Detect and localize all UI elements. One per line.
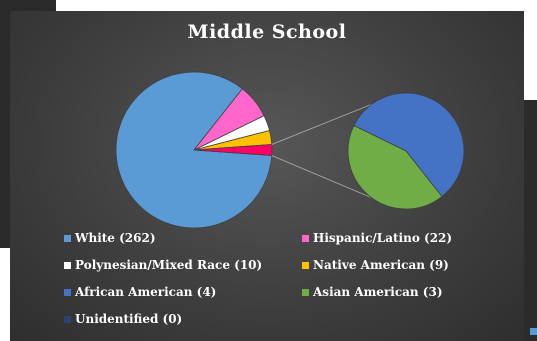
legend-item-asian-american: Asian American (3) — [302, 285, 443, 299]
legend-label: Polynesian/Mixed Race (10) — [75, 258, 263, 272]
legend-label: Asian American (3) — [313, 285, 443, 299]
pie-chart-plot — [115, 71, 465, 229]
legend-item-native-american: Native American (9) — [302, 258, 449, 272]
connector-line-bottom — [271, 155, 373, 199]
legend-label: African American (4) — [75, 285, 217, 299]
legend-item-unidentified: Unidentified (0) — [64, 312, 182, 326]
legend-swatch — [64, 234, 71, 242]
legend-label: White (262) — [75, 231, 156, 245]
legend-swatch — [302, 288, 309, 296]
legend-swatch — [302, 234, 309, 242]
pie-slice-other — [193, 144, 273, 156]
secondary-slice-asian-american — [347, 125, 443, 210]
legend-label: Unidentified (0) — [75, 312, 183, 326]
legend-item-african-american: African American (4) — [64, 285, 216, 299]
legend-swatch — [302, 261, 309, 269]
pie-slice-hispanic-latino — [193, 88, 265, 151]
secondary-slice-african-american — [353, 92, 465, 198]
legend-item-white: White (262) — [64, 231, 156, 245]
legend: White (262) Hispanic/Latino (22) Polynesia… — [64, 231, 504, 339]
chart-title: Middle School — [187, 21, 347, 43]
legend-swatch — [64, 261, 71, 269]
background-legend-swatch — [530, 328, 537, 335]
legend-item-polynesian-mixed-race: Polynesian/Mixed Race (10) — [64, 258, 262, 272]
legend-swatch — [64, 288, 71, 296]
chart-card: Middle School White (262) Hispanic/Latino… — [10, 11, 524, 341]
legend-label: Hispanic/Latino (22) — [313, 231, 453, 245]
connector-line-top — [271, 103, 373, 145]
legend-label: Native American (9) — [313, 258, 449, 272]
legend-item-hispanic-latino: Hispanic/Latino (22) — [302, 231, 452, 245]
legend-swatch — [64, 315, 71, 323]
